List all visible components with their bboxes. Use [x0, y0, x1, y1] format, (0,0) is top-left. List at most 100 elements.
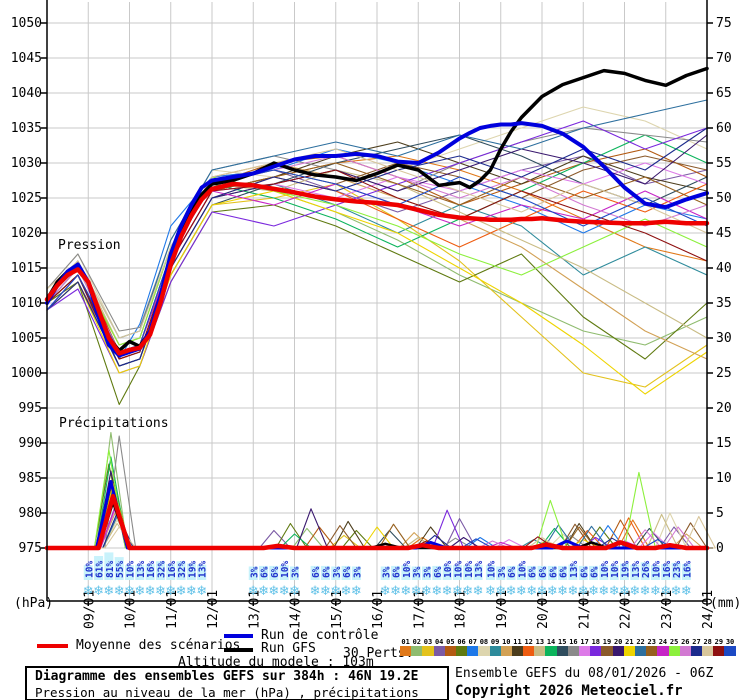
mean-pressure-line — [44, 181, 710, 356]
snow-prob-percent: 10% — [443, 561, 454, 578]
snow-prob-bar — [331, 566, 341, 580]
pert-number: 20 — [613, 638, 623, 646]
snow-prob-bar — [516, 565, 526, 580]
snow-prob-bar — [145, 564, 155, 580]
snow-prob-percent: 19% — [621, 561, 632, 578]
pert-legend-cell: 26 — [679, 638, 691, 658]
snow-prob-percent: 6% — [392, 566, 403, 578]
snowflake-icon: ❄ — [526, 584, 537, 599]
pert-color-swatch — [523, 646, 535, 656]
snow-prob-percent: 6% — [321, 566, 332, 578]
control-line-label: Run de contrôle — [261, 628, 379, 643]
snow-prob-bar — [640, 562, 650, 580]
pert-color-swatch — [612, 646, 624, 656]
snow-prob-percent: 13% — [631, 561, 642, 578]
pert-color-swatch — [489, 646, 501, 656]
snowflake-icon: ❄ — [289, 584, 300, 599]
snow-prob-percent: 55% — [115, 561, 126, 578]
pert-number: 04 — [434, 638, 444, 646]
pert-legend-cell: 17 — [579, 638, 591, 658]
snow-prob-bar — [279, 565, 289, 580]
snowflake-icon: ❄ — [320, 584, 331, 599]
pert-legend-cell: 09 — [489, 638, 501, 658]
snowflake-icon: ❄ — [650, 584, 661, 599]
pert-legend-cell: 16 — [567, 638, 579, 658]
snowflake-icon: ❄ — [619, 584, 630, 599]
snow-prob-percent: 3% — [497, 566, 508, 578]
snow-prob-bar — [537, 565, 547, 580]
pert-color-swatch — [679, 646, 691, 656]
snowflake-icon: ❄ — [176, 584, 187, 599]
snowflake-icon: ❄ — [93, 584, 104, 599]
left-axis-label: 975 — [19, 541, 42, 556]
snowflake-icon: ❄ — [452, 584, 463, 599]
snow-prob-bar — [422, 566, 431, 580]
snowflake-icon: ❄ — [124, 584, 135, 599]
snow-prob-bar — [432, 565, 442, 580]
member-pressure-line — [46, 127, 708, 367]
copyright-label: Copyright 2026 Meteociel.fr — [455, 683, 683, 699]
snow-prob-percent: 32% — [156, 561, 167, 578]
pert-color-swatch — [400, 646, 412, 656]
right-axis-label: 55 — [716, 156, 732, 171]
left-axis-label: 1035 — [11, 121, 42, 136]
snowflake-icon: ❄ — [462, 584, 473, 599]
snowflake-icon: ❄ — [609, 584, 620, 599]
right-axis-label: 60 — [716, 121, 732, 136]
pert-number: 02 — [412, 638, 421, 646]
x-date-label: 14/01 — [289, 590, 304, 629]
x-date-label: 15/01 — [330, 590, 345, 629]
pert-number: 12 — [524, 638, 533, 646]
snowflake-icon: ❄ — [248, 584, 259, 599]
snow-prob-bar — [568, 564, 578, 580]
snow-prob-percent: 23% — [672, 561, 683, 578]
member-precip-line — [46, 449, 708, 549]
right-axis-label: 10 — [716, 471, 732, 486]
pert-legend-cell: 11 — [511, 638, 524, 658]
right-axis-label: 20 — [716, 401, 732, 416]
pert-number: 16 — [569, 638, 578, 646]
pert-number: 22 — [636, 638, 645, 646]
snow-prob-percent: 6% — [590, 566, 601, 578]
control-line-swatch — [224, 634, 253, 638]
snow-prob-bar — [341, 565, 351, 580]
x-date-label: 09/01 — [82, 590, 97, 629]
precip-section-label: Précipitations — [59, 416, 169, 431]
snow-prob-percent: 3% — [249, 566, 260, 578]
pert-color-swatch — [467, 646, 479, 656]
snow-prob-percent: 13% — [198, 561, 209, 578]
pert-number: 07 — [468, 638, 477, 646]
snow-prob-bar — [496, 566, 506, 580]
snow-prob-percent: 10% — [280, 561, 291, 578]
snow-prob-bar — [442, 565, 452, 580]
snow-prob-percent: 13% — [569, 561, 580, 578]
snow-prob-percent: 6% — [507, 566, 518, 578]
left-axis-label: 1040 — [11, 86, 42, 101]
snow-prob-percent: 13% — [136, 561, 147, 578]
snow-prob-percent: 3% — [332, 566, 343, 578]
pert-number: 15 — [558, 638, 567, 646]
diagram-title: Diagramme des ensembles GEFS sur 384h : … — [35, 669, 419, 684]
snowflake-icon: ❄ — [537, 584, 548, 599]
snow-prob-percent: 10% — [610, 561, 621, 578]
control-precip-line — [45, 480, 709, 550]
snow-prob-bar — [558, 565, 568, 580]
snowflake-icon: ❄ — [629, 584, 640, 599]
snow-prob-bar — [380, 566, 390, 580]
pert-legend-cell: 04 — [433, 638, 445, 658]
snow-prob-percent: 6% — [342, 566, 353, 578]
mean-line-swatch — [37, 644, 68, 648]
pert-legend-cell: 08 — [478, 638, 490, 658]
snowflake-icon: ❄ — [431, 584, 442, 599]
pert-color-swatch — [433, 646, 445, 656]
x-date-label: 20/01 — [536, 590, 551, 629]
pert-legend-cell: 27 — [690, 638, 703, 658]
pert-legend-cell: 07 — [467, 638, 479, 658]
pert-color-swatch — [713, 646, 725, 656]
snowflake-icon: ❄ — [103, 584, 114, 599]
snow-prob-bar — [599, 565, 609, 580]
snow-prob-percent: 3% — [352, 566, 363, 578]
snow-prob-bar — [176, 561, 186, 580]
pert-number: 23 — [647, 638, 656, 646]
